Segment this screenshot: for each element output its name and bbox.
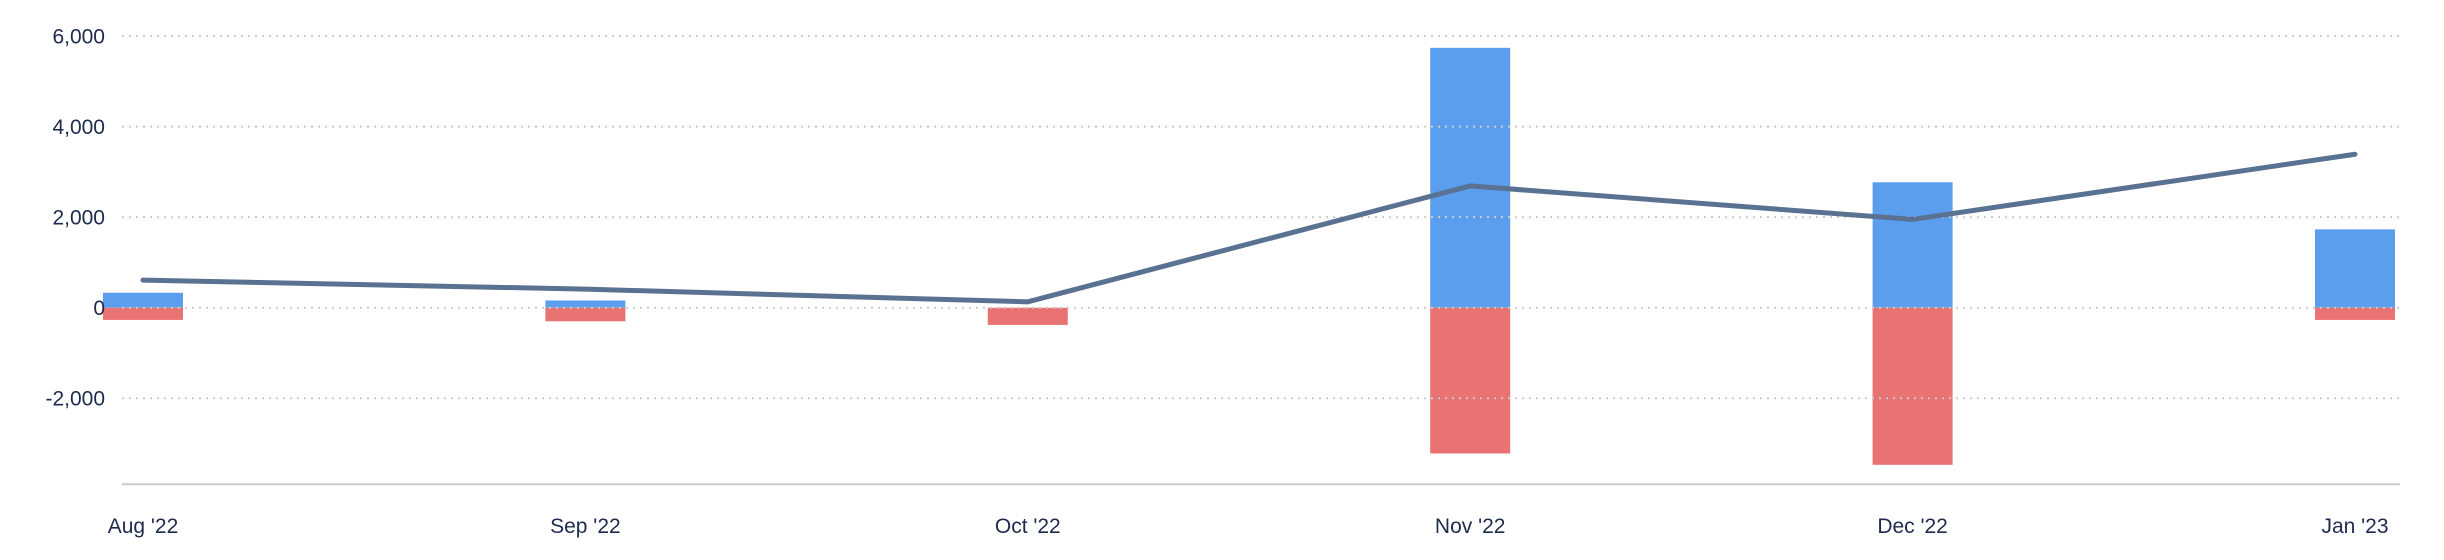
bar-segment-negative[interactable] xyxy=(987,307,1068,325)
x-axis-tick-label: Jan '23 xyxy=(2321,515,2388,538)
bar-segment-positive[interactable] xyxy=(103,292,183,308)
x-axis-tick-label: Oct '22 xyxy=(995,515,1061,538)
x-axis-tick-label: Nov '22 xyxy=(1435,515,1506,538)
y-axis-tick-label: 6,000 xyxy=(52,25,105,48)
y-axis-tick-label: 2,000 xyxy=(52,207,105,230)
bar-segment-negative[interactable] xyxy=(1430,307,1511,454)
trend-line-path[interactable] xyxy=(140,151,2358,305)
y-axis-tick-label: 4,000 xyxy=(52,116,105,139)
x-axis-tick-label: Sep '22 xyxy=(550,515,621,538)
bar-segment-positive[interactable] xyxy=(2315,229,2395,308)
bar-segment-negative[interactable] xyxy=(103,307,183,320)
y-axis-tick-label: -2,000 xyxy=(45,388,105,411)
x-axis-tick-label: Aug '22 xyxy=(108,515,179,538)
bar-segment-positive[interactable] xyxy=(1872,182,1953,308)
x-axis-tick-label: Dec '22 xyxy=(1877,515,1948,538)
bar-segment-negative[interactable] xyxy=(545,307,626,322)
y-axis-tick-label: 0 xyxy=(93,297,105,320)
bar-segment-negative[interactable] xyxy=(2315,307,2395,320)
bar-segment-positive[interactable] xyxy=(1430,47,1511,308)
bar-segment-negative[interactable] xyxy=(1872,307,1953,465)
bar-segment-positive[interactable] xyxy=(545,300,626,308)
